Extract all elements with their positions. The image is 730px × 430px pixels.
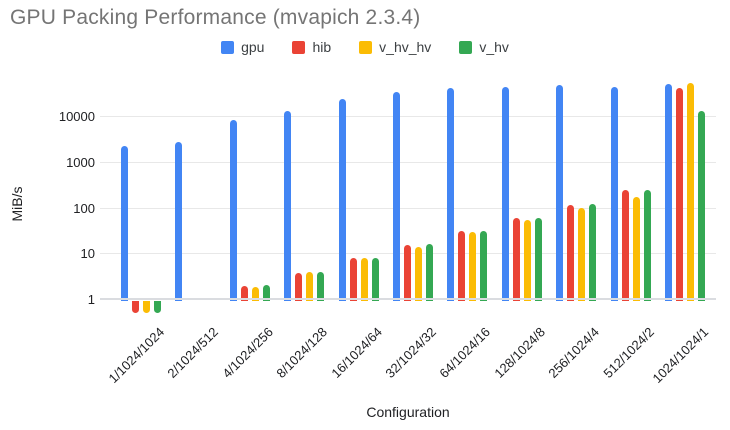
x-tick-label-32/1024/32: 32/1024/32 xyxy=(382,324,439,381)
bar-hib-512/1024/2[interactable] xyxy=(622,190,629,301)
gridline-100 xyxy=(100,208,716,209)
x-tick-label-512/1024/2: 512/1024/2 xyxy=(600,324,657,381)
bar-hib-1024/1024/1[interactable] xyxy=(676,88,683,301)
y-tick-label-1000: 1000 xyxy=(66,155,95,170)
bar-v_hv-512/1024/2[interactable] xyxy=(644,190,651,301)
bar-v_hv_hv-16/1024/64[interactable] xyxy=(361,258,368,301)
bar-gpu-1/1024/1024[interactable] xyxy=(121,146,128,301)
legend-item-v_hv[interactable]: v_hv xyxy=(459,39,509,55)
bar-hib-256/1024/4[interactable] xyxy=(567,205,574,301)
bar-gpu-512/1024/2[interactable] xyxy=(611,87,618,301)
bar-v_hv-32/1024/32[interactable] xyxy=(426,244,433,301)
x-tick-label-8/1024/128: 8/1024/128 xyxy=(273,324,330,381)
bar-gpu-256/1024/4[interactable] xyxy=(556,85,563,301)
chart-title: GPU Packing Performance (mvapich 2.3.4) xyxy=(10,6,421,29)
bar-gpu-16/1024/64[interactable] xyxy=(339,99,346,301)
legend-label: v_hv xyxy=(479,39,509,55)
gridline-1000 xyxy=(100,162,716,163)
bar-v_hv_hv-64/1024/16[interactable] xyxy=(469,232,476,301)
bar-hib-4/1024/256[interactable] xyxy=(241,286,248,301)
bar-v_hv_hv-32/1024/32[interactable] xyxy=(415,247,422,301)
legend-label: v_hv_hv xyxy=(379,39,432,55)
y-tick-label-10: 10 xyxy=(80,246,95,261)
gridline-10000 xyxy=(100,116,716,117)
y-tick-label-1: 1 xyxy=(87,292,95,307)
bar-v_hv_hv-4/1024/256[interactable] xyxy=(252,287,259,301)
x-tick-label-2/1024/512: 2/1024/512 xyxy=(164,324,221,381)
bar-hib-128/1024/8[interactable] xyxy=(513,218,520,301)
legend-swatch-hib xyxy=(292,40,306,54)
bar-v_hv-128/1024/8[interactable] xyxy=(535,218,542,301)
legend-label: gpu xyxy=(241,39,265,55)
legend-item-v_hv_hv[interactable]: v_hv_hv xyxy=(359,39,431,55)
x-tick-label-128/1024/8: 128/1024/8 xyxy=(491,324,548,381)
legend-item-hib[interactable]: hib xyxy=(292,39,331,55)
legend-item-gpu[interactable]: gpu xyxy=(221,39,264,55)
y-axis-title: MiB/s xyxy=(9,186,25,222)
bar-gpu-128/1024/8[interactable] xyxy=(502,87,509,301)
bar-hib-8/1024/128[interactable] xyxy=(295,273,302,301)
bar-gpu-32/1024/32[interactable] xyxy=(393,92,400,301)
bar-v_hv_hv-1024/1024/1[interactable] xyxy=(687,83,694,301)
x-tick-label-4/1024/256: 4/1024/256 xyxy=(219,324,276,381)
bar-gpu-1024/1024/1[interactable] xyxy=(665,84,672,301)
x-axis-baseline xyxy=(100,298,716,300)
legend-label: hib xyxy=(312,39,332,55)
bar-v_hv_hv-128/1024/8[interactable] xyxy=(524,220,531,301)
legend-swatch-gpu xyxy=(221,40,235,54)
x-tick-label-256/1024/4: 256/1024/4 xyxy=(545,324,602,381)
bar-v_hv_hv-1/1024/1024[interactable] xyxy=(143,301,150,313)
bar-hib-16/1024/64[interactable] xyxy=(350,258,357,301)
bar-gpu-4/1024/256[interactable] xyxy=(230,120,237,301)
bar-v_hv-256/1024/4[interactable] xyxy=(589,204,596,301)
bar-gpu-8/1024/128[interactable] xyxy=(284,111,291,301)
bar-v_hv_hv-512/1024/2[interactable] xyxy=(633,197,640,301)
x-tick-label-1/1024/1024: 1/1024/1024 xyxy=(105,324,167,387)
x-tick-label-1024/1024/1: 1024/1024/1 xyxy=(649,324,711,387)
x-axis-title: Configuration xyxy=(366,404,450,420)
y-tick-label-100: 100 xyxy=(73,201,95,216)
bar-v_hv-4/1024/256[interactable] xyxy=(263,285,270,301)
bar-v_hv_hv-8/1024/128[interactable] xyxy=(306,272,313,301)
legend: gpu hib v_hv_hv v_hv xyxy=(0,39,730,55)
legend-swatch-v_hv xyxy=(459,40,473,54)
bar-v_hv-16/1024/64[interactable] xyxy=(372,258,379,301)
bar-v_hv-1024/1024/1[interactable] xyxy=(698,111,705,301)
bar-gpu-64/1024/16[interactable] xyxy=(447,88,454,301)
bar-hib-32/1024/32[interactable] xyxy=(404,245,411,301)
y-tick-label-10000: 10000 xyxy=(58,109,95,124)
bar-v_hv-64/1024/16[interactable] xyxy=(480,231,487,301)
x-tick-label-64/1024/16: 64/1024/16 xyxy=(436,324,493,381)
legend-swatch-v_hv_hv xyxy=(359,40,373,54)
bar-v_hv_hv-256/1024/4[interactable] xyxy=(578,208,585,301)
bar-v_hv-8/1024/128[interactable] xyxy=(317,272,324,301)
x-tick-label-16/1024/64: 16/1024/64 xyxy=(328,324,385,381)
bar-v_hv-1/1024/1024[interactable] xyxy=(154,301,161,313)
bar-hib-1/1024/1024[interactable] xyxy=(132,301,139,313)
bar-hib-64/1024/16[interactable] xyxy=(458,231,465,301)
bar-gpu-2/1024/512[interactable] xyxy=(175,142,182,301)
